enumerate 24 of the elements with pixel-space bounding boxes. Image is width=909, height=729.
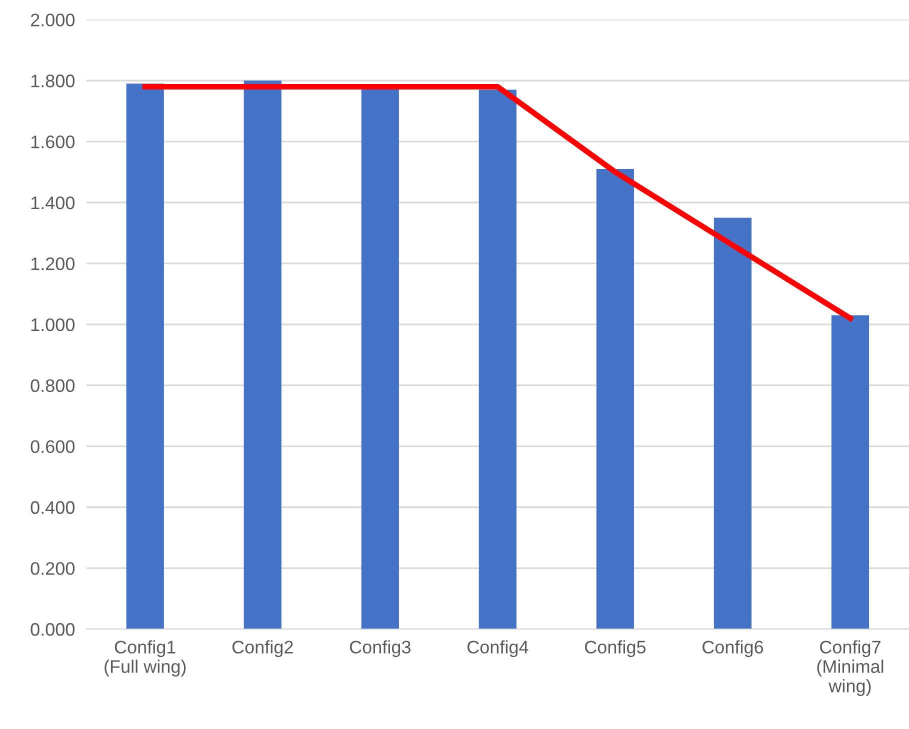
bar xyxy=(478,90,516,630)
y-tick-label: 0.600 xyxy=(30,440,75,454)
y-tick-label: 2.000 xyxy=(30,14,75,26)
x-tick-label: Config4 xyxy=(467,640,528,658)
y-tick-label: 1.000 xyxy=(31,318,75,332)
y-tick-label: 1.800 xyxy=(31,74,75,88)
x-tick-label: Config6 xyxy=(702,640,764,658)
y-tick-label: 1.600 xyxy=(31,136,75,148)
bar xyxy=(714,218,752,630)
x-tick-label: Config3 xyxy=(350,640,410,658)
y-tick-label: 1.400 xyxy=(31,196,75,210)
y-tick-label: 0.400 xyxy=(30,501,75,514)
bar xyxy=(596,168,634,630)
y-tick-label: 1.200 xyxy=(31,257,75,270)
bar xyxy=(244,80,282,630)
x-tick-label: Config5 xyxy=(585,640,646,658)
bar xyxy=(126,84,164,630)
y-tick-label: 0.000 xyxy=(30,623,75,636)
x-tick-label: Config7 (Minimal wing) xyxy=(817,640,884,696)
bar xyxy=(831,315,870,630)
y-tick-label: 0.800 xyxy=(30,379,75,392)
y-tick-label: 0.200 xyxy=(30,562,75,575)
x-tick-label: Config2 xyxy=(232,640,293,658)
x-tick-label: Config1 (Full wing) xyxy=(104,640,186,677)
